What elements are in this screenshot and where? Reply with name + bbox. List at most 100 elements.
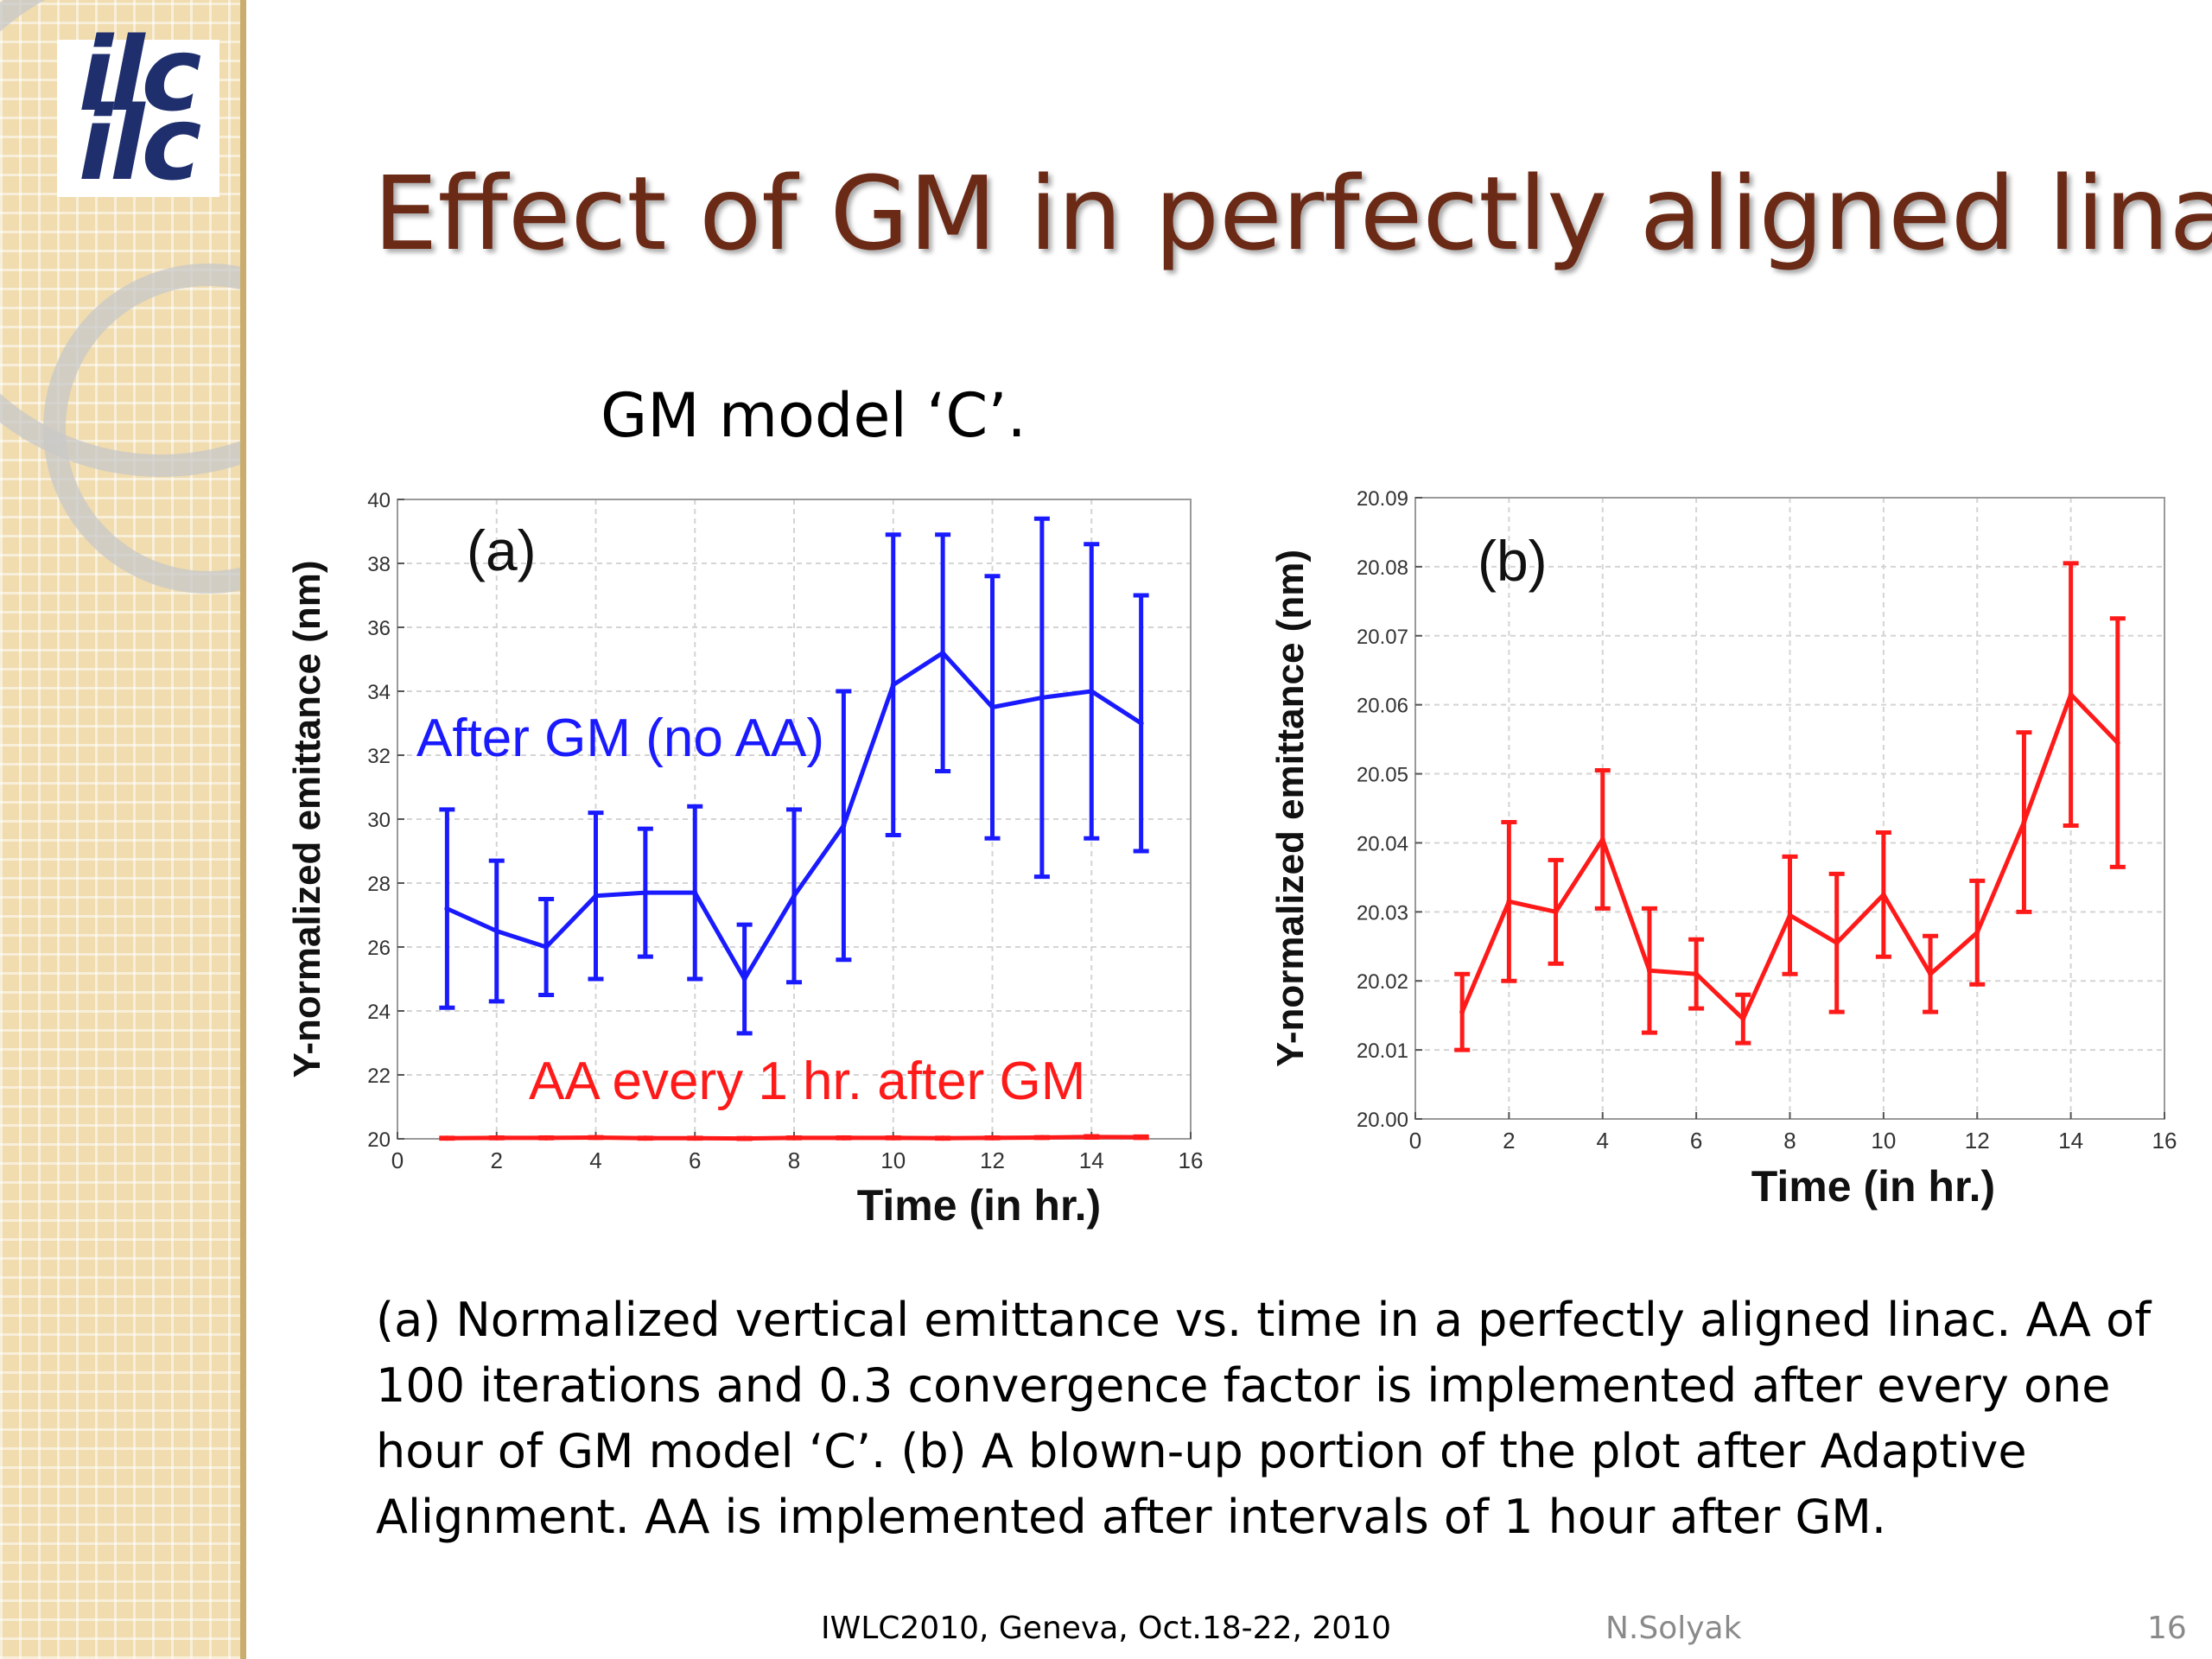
y-tick-label: 26 [367,937,391,960]
y-tick-label: 20.05 [1357,764,1408,787]
data-point [444,906,450,912]
data-point [2114,740,2120,746]
caption-line: (a) Normalized vertical emittance vs. ti… [376,1293,2152,1347]
page-number: 16 [2147,1611,2187,1646]
data-point [791,893,797,899]
y-tick-label: 20.08 [1357,556,1408,580]
x-tick-label: 16 [2152,1128,2177,1154]
data-point [2068,691,2074,697]
x-tick-label: 12 [980,1147,1005,1173]
data-point [593,1135,599,1141]
data-point [1646,968,1652,974]
series-label: After GM (no AA) [416,709,824,768]
data-point [1138,721,1144,726]
caption-line: 100 iterations and 0.3 convergence facto… [376,1358,2111,1413]
data-point [989,1135,995,1141]
data-point [989,704,995,710]
data-point [940,1135,946,1141]
x-tick-label: 16 [1179,1147,1204,1173]
y-tick-label: 30 [367,809,391,832]
data-point [1740,1016,1746,1022]
data-point [1787,912,1793,918]
data-point [1974,930,1980,936]
ilc-logo: ilc ilc [57,15,219,203]
data-point [1089,1134,1095,1140]
x-tick-label: 4 [1597,1128,1609,1154]
data-point [1459,1009,1465,1015]
slide-subtitle: GM model ‘C’. [601,380,1027,451]
x-tick-label: 10 [1871,1128,1896,1154]
data-point [1506,899,1512,905]
y-tick-label: 20 [367,1128,391,1152]
y-tick-label: 20.00 [1357,1109,1408,1132]
ilc-logo-text: ilc ilc [78,15,202,203]
y-tick-label: 22 [367,1065,391,1088]
data-point [1694,971,1700,977]
data-point [1599,836,1605,842]
data-point [444,1135,450,1141]
y-tick-label: 28 [367,873,391,896]
panel-label: (b) [1478,529,1548,593]
data-point [692,890,698,896]
footer-author: N.Solyak [1605,1611,1742,1646]
x-axis-label: Time (in hr.) [857,1181,1101,1230]
y-tick-label: 34 [367,681,391,704]
data-point [543,1135,550,1141]
data-point [692,1135,698,1141]
y-tick-label: 20.01 [1357,1039,1408,1063]
data-point [1039,1135,1045,1141]
x-tick-label: 4 [589,1147,601,1173]
data-point [1039,695,1045,701]
data-point [741,976,747,982]
data-point [1928,971,1934,977]
data-point [1834,940,1840,946]
y-tick-label: 38 [367,553,391,576]
x-tick-label: 2 [491,1147,503,1173]
x-tick-label: 14 [2058,1128,2083,1154]
data-point [1880,892,1886,898]
data-point [493,928,499,934]
caption-line: hour of GM model ‘C’. (b) A blown-up por… [376,1424,2027,1478]
y-tick-label: 24 [367,1001,391,1024]
y-tick-label: 20.03 [1357,901,1408,925]
panel-label: (a) [467,518,537,582]
data-point [890,682,896,688]
data-point [1138,1135,1144,1141]
decorative-sidebar: ilc ilc [0,0,246,1659]
y-tick-label: 40 [367,489,391,512]
data-point [642,890,648,896]
data-point [741,1135,747,1141]
x-tick-label: 0 [1409,1128,1421,1154]
x-tick-label: 6 [1690,1128,1702,1154]
data-point [1089,689,1095,694]
data-point [890,1135,896,1141]
sidebar-edge [240,0,246,1659]
x-tick-label: 14 [1079,1147,1104,1173]
footer-event: IWLC2010, Geneva, Oct.18-22, 2010 [821,1611,1391,1646]
y-tick-label: 20.04 [1357,832,1408,855]
x-tick-label: 12 [1965,1128,1990,1154]
data-point [493,1135,499,1141]
slide-title: Effect of GM in perfectly aligned linac [373,154,2212,273]
x-axis-label: Time (in hr.) [1751,1162,1995,1211]
series-label: AA every 1 hr. after GM [529,1052,1085,1111]
x-tick-label: 0 [391,1147,404,1173]
caption-line: Alignment. AA is implemented after inter… [376,1490,1887,1544]
data-point [642,1135,648,1141]
data-point [841,1135,847,1141]
x-tick-label: 2 [1503,1128,1515,1154]
y-tick-label: 20.09 [1357,487,1408,511]
y-tick-label: 20.06 [1357,695,1408,718]
x-tick-label: 8 [788,1147,800,1173]
x-tick-label: 8 [1783,1128,1796,1154]
y-tick-label: 20.02 [1357,970,1408,994]
data-point [1553,909,1559,915]
y-tick-label: 32 [367,745,391,768]
y-axis-label: Y-normalized emittance (nm) [286,560,328,1077]
data-point [841,823,847,829]
x-tick-label: 10 [880,1147,906,1173]
y-tick-label: 20.07 [1357,626,1408,649]
figure-caption: (a) Normalized vertical emittance vs. ti… [376,1287,2156,1550]
y-axis-label: Y-normalized emittance (nm) [1269,550,1312,1067]
data-point [593,893,599,899]
